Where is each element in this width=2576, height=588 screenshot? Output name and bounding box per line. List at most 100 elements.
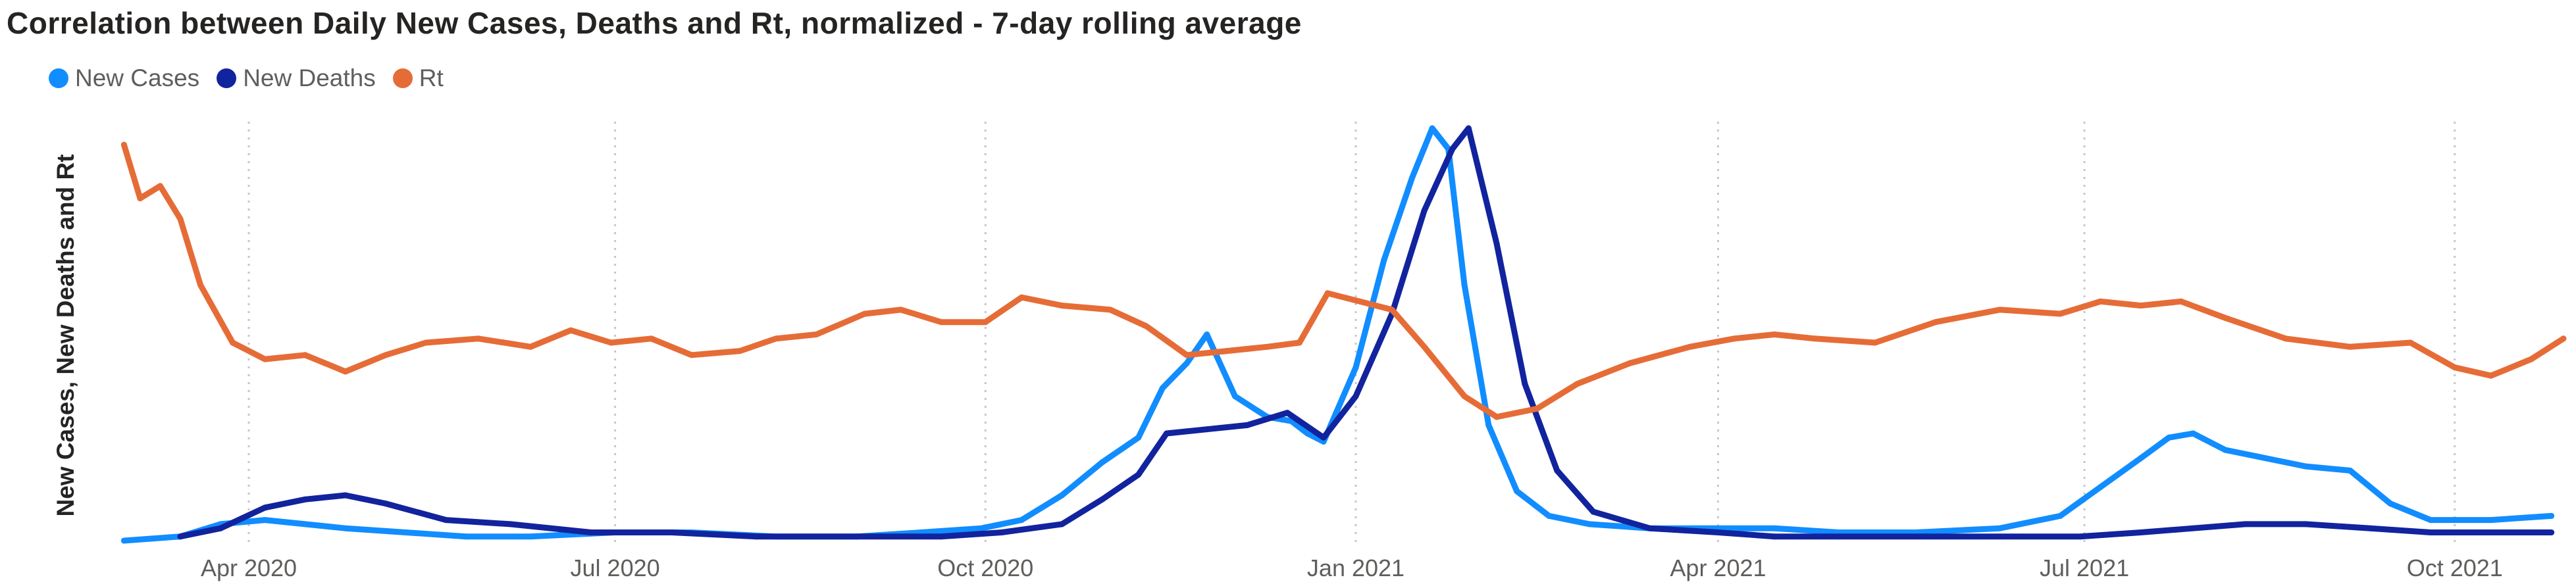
legend-item-new-deaths[interactable]: New Deaths: [217, 64, 376, 92]
data-point-rt-27[interactable]: [1143, 323, 1150, 330]
data-point-new-cases-32[interactable]: [1461, 282, 1468, 288]
data-point-new-cases-3[interactable]: [262, 517, 268, 524]
data-point-rt-17[interactable]: [736, 348, 743, 355]
data-point-rt-35[interactable]: [1421, 343, 1428, 350]
data-point-new-deaths-6[interactable]: [443, 517, 450, 524]
data-point-new-deaths-10[interactable]: [753, 533, 760, 540]
data-point-new-deaths-45[interactable]: [2548, 529, 2555, 535]
data-point-rt-39[interactable]: [1574, 381, 1580, 387]
data-point-new-deaths-1[interactable]: [217, 525, 224, 531]
legend-item-new-cases[interactable]: New Cases: [49, 64, 199, 92]
data-point-rt-16[interactable]: [688, 352, 695, 358]
data-point-new-cases-33[interactable]: [1485, 422, 1492, 428]
data-point-new-cases-52[interactable]: [2387, 501, 2394, 507]
data-point-new-cases-34[interactable]: [1514, 488, 1520, 495]
data-point-rt-36[interactable]: [1461, 393, 1468, 399]
data-point-new-deaths-15[interactable]: [1099, 496, 1106, 502]
data-point-new-cases-30[interactable]: [1429, 125, 1435, 132]
data-point-new-cases-28[interactable]: [1381, 257, 1387, 264]
data-point-new-deaths-11[interactable]: [854, 533, 860, 540]
data-point-new-cases-36[interactable]: [1586, 521, 1593, 527]
data-point-rt-42[interactable]: [1731, 335, 1738, 342]
data-point-new-cases-25[interactable]: [1304, 430, 1311, 437]
data-point-rt-18[interactable]: [773, 335, 779, 342]
data-point-new-cases-22[interactable]: [1232, 393, 1238, 399]
data-point-rt-47[interactable]: [1997, 306, 2003, 313]
data-point-new-deaths-27[interactable]: [1493, 241, 1500, 247]
data-point-rt-58[interactable]: [2528, 356, 2535, 362]
data-point-rt-52[interactable]: [2222, 314, 2228, 321]
data-point-new-deaths-25[interactable]: [1449, 145, 1456, 152]
data-point-rt-49[interactable]: [2098, 298, 2103, 305]
data-point-rt-31[interactable]: [1296, 339, 1302, 346]
data-point-new-cases-18[interactable]: [1135, 434, 1142, 441]
data-point-new-deaths-2[interactable]: [262, 504, 268, 511]
data-point-new-deaths-44[interactable]: [2488, 529, 2494, 535]
data-point-new-deaths-35[interactable]: [1912, 533, 1919, 540]
data-point-rt-8[interactable]: [342, 368, 349, 375]
data-point-new-deaths-8[interactable]: [588, 529, 594, 535]
data-point-new-deaths-33[interactable]: [1771, 533, 1778, 540]
data-point-rt-55[interactable]: [2408, 339, 2413, 346]
data-point-rt-14[interactable]: [608, 339, 614, 346]
data-point-new-cases-45[interactable]: [2138, 455, 2144, 462]
data-point-new-cases-5[interactable]: [342, 525, 349, 531]
data-point-rt-7[interactable]: [302, 352, 309, 358]
data-point-rt-11[interactable]: [475, 335, 482, 342]
data-point-new-deaths-20[interactable]: [1284, 410, 1291, 416]
data-point-new-cases-46[interactable]: [2166, 434, 2172, 441]
data-point-rt-13[interactable]: [567, 327, 574, 333]
data-point-rt-6[interactable]: [262, 356, 268, 362]
data-point-new-deaths-12[interactable]: [938, 533, 944, 540]
data-point-rt-25[interactable]: [1059, 303, 1065, 309]
data-point-new-deaths-34[interactable]: [1836, 533, 1842, 540]
data-point-new-deaths-36[interactable]: [1997, 533, 2003, 540]
data-point-rt-4[interactable]: [197, 282, 204, 288]
data-point-rt-20[interactable]: [862, 310, 868, 317]
data-point-rt-51[interactable]: [2178, 298, 2184, 305]
data-point-new-deaths-14[interactable]: [1059, 521, 1065, 527]
data-point-rt-45[interactable]: [1872, 339, 1878, 346]
data-point-rt-37[interactable]: [1493, 414, 1500, 420]
data-point-new-cases-14[interactable]: [978, 525, 985, 531]
data-point-new-deaths-19[interactable]: [1244, 422, 1250, 428]
data-point-new-cases-7[interactable]: [463, 533, 469, 540]
data-point-rt-38[interactable]: [1533, 405, 1540, 412]
data-point-rt-41[interactable]: [1687, 343, 1693, 350]
data-point-rt-59[interactable]: [2560, 335, 2567, 342]
data-point-new-cases-39[interactable]: [1771, 525, 1778, 531]
data-point-rt-21[interactable]: [898, 306, 904, 313]
legend-item-rt[interactable]: Rt: [392, 64, 444, 92]
data-point-new-deaths-21[interactable]: [1320, 434, 1327, 441]
data-point-rt-10[interactable]: [423, 339, 429, 346]
data-point-rt-23[interactable]: [982, 319, 989, 326]
data-point-new-cases-8[interactable]: [527, 533, 534, 540]
data-point-new-deaths-28[interactable]: [1522, 381, 1528, 387]
data-point-new-deaths-0[interactable]: [177, 533, 184, 540]
data-point-new-cases-43[interactable]: [2057, 512, 2063, 519]
data-point-new-deaths-38[interactable]: [2138, 529, 2144, 535]
data-point-rt-22[interactable]: [938, 319, 944, 326]
data-point-new-deaths-5[interactable]: [382, 501, 389, 507]
data-point-new-deaths-9[interactable]: [668, 529, 675, 535]
data-point-new-cases-55[interactable]: [2548, 512, 2555, 519]
data-point-rt-44[interactable]: [1811, 335, 1818, 342]
data-point-new-deaths-29[interactable]: [1554, 467, 1560, 474]
series-line-rt[interactable]: [120, 141, 2567, 420]
data-point-new-deaths-41[interactable]: [2303, 521, 2309, 527]
data-point-new-deaths-3[interactable]: [302, 496, 309, 502]
data-point-rt-48[interactable]: [2057, 310, 2063, 317]
data-point-rt-33[interactable]: [1356, 298, 1363, 305]
data-point-new-cases-16[interactable]: [1059, 492, 1065, 499]
data-point-new-cases-21[interactable]: [1204, 331, 1210, 337]
data-point-new-deaths-13[interactable]: [998, 529, 1005, 535]
data-point-new-deaths-42[interactable]: [2367, 525, 2373, 531]
data-point-rt-50[interactable]: [2138, 303, 2144, 309]
data-point-new-cases-19[interactable]: [1159, 385, 1166, 391]
data-point-new-cases-42[interactable]: [1997, 525, 2003, 531]
data-point-new-cases-15[interactable]: [1018, 517, 1025, 524]
data-point-rt-32[interactable]: [1324, 290, 1331, 297]
data-point-new-cases-6[interactable]: [403, 529, 409, 535]
data-point-new-deaths-18[interactable]: [1204, 426, 1210, 433]
